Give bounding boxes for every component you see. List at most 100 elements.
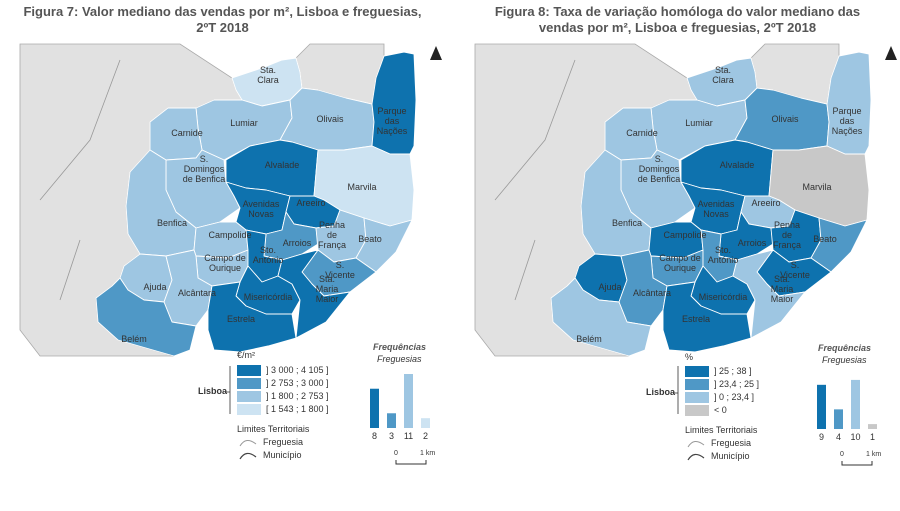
legend-label-2: ] 0 ; 23,4 ]: [714, 392, 755, 402]
freguesia-label: Benfica: [157, 218, 187, 228]
frequencies-subtitle: Freguesias: [377, 354, 422, 364]
freguesia-label: Areeiro: [751, 198, 780, 208]
legend-unit: %: [685, 352, 694, 362]
legend-label-3: [ 1 543 ; 1 800 ]: [266, 404, 329, 414]
frequencies-subtitle: Freguesias: [822, 355, 867, 365]
frequency-bar: [370, 388, 379, 428]
frequencies-title: Frequências: [373, 342, 427, 352]
title-line-2: vendas por m², Lisboa e freguesias, 2ºT …: [538, 20, 817, 35]
frequency-bar: [817, 384, 826, 429]
freguesia-label: Belém: [576, 334, 602, 344]
north-arrow-icon: [430, 46, 442, 60]
freguesia-label: Alcântara: [178, 288, 216, 298]
freguesia-label: S. Domingos de Benfica: [183, 154, 226, 184]
limit-municipio-label: Município: [711, 451, 750, 461]
freguesia-label: Ajuda: [598, 282, 621, 292]
freguesia-label: Benfica: [612, 218, 642, 228]
legend-swatch-3: [237, 404, 261, 415]
scale-zero: 0: [840, 451, 844, 458]
figure-title: Figura 8: Taxa de variação homóloga do v…: [455, 4, 900, 36]
frequencies-title: Frequências: [818, 343, 872, 353]
legend-swatch-1: [237, 378, 261, 389]
freguesia-label: Areeiro: [296, 198, 325, 208]
title-line-1: Figura 7: Valor mediano das vendas por m…: [23, 4, 422, 19]
choropleth-map: Sta. Clara Lumiar Olivais Parque das Nações Car…: [19, 43, 442, 465]
freguesia-estrela: [662, 281, 752, 353]
frequency-bar: [387, 413, 396, 428]
frequency-bar: [404, 374, 413, 428]
scale-bar: [841, 461, 873, 466]
legend-label-1: ] 23,4 ; 25 ]: [714, 379, 760, 389]
north-arrow-icon: [885, 46, 897, 60]
freguesia-label: S. Vicente: [780, 260, 810, 280]
legend-swatch-1: [685, 379, 709, 390]
limit-freguesia-label: Freguesia: [263, 437, 304, 447]
frequency-value: 10: [850, 432, 860, 442]
freguesia-boundary-icon: [687, 441, 705, 448]
freguesia-label: Alcântara: [633, 288, 671, 298]
municipality-boundary: [494, 59, 576, 301]
freguesia-santa-maria-maior: [277, 249, 351, 339]
freguesia-label: Penha de França: [773, 220, 801, 250]
freguesia-label: Arroios: [738, 238, 767, 248]
municipality-boundary: [39, 59, 121, 301]
freguesia-label: Misericórdia: [244, 292, 293, 302]
freguesia-label: S. Domingos de Benfica: [638, 154, 681, 184]
choropleth-map: Sta. Clara Lumiar Olivais Parque das Nações Car…: [474, 43, 897, 466]
scale-bar: [395, 460, 427, 465]
frequency-bar: [421, 418, 430, 428]
legend-unit: €/m²: [237, 350, 255, 360]
frequency-value: 2: [423, 431, 428, 441]
frequency-value: 4: [836, 432, 841, 442]
legend-swatch-3: [685, 405, 709, 416]
freguesia-label: Sto. António: [708, 245, 739, 265]
freguesia-label: Avenidas Novas: [698, 199, 735, 219]
limit-freguesia-label: Freguesia: [711, 438, 752, 448]
frequency-value: 3: [389, 431, 394, 441]
lisboa-label: Lisboa: [646, 387, 676, 397]
freguesia-label: Sta. Maria Maior: [316, 274, 339, 304]
lisboa-bracket: [226, 366, 231, 414]
freguesia-label: Belém: [121, 334, 147, 344]
legend-swatch-0: [237, 365, 261, 376]
freguesia-label: Marvila: [347, 182, 376, 192]
figure-8: Figura 8: Taxa de variação homóloga do v…: [455, 0, 900, 511]
freguesia-label: Beato: [358, 234, 382, 244]
freguesia-belem: [95, 277, 197, 357]
freguesia-label: Avenidas Novas: [243, 199, 280, 219]
frequency-value: 8: [372, 431, 377, 441]
freguesia-label: Sta. Clara: [712, 65, 734, 85]
lisboa-label: Lisboa: [198, 386, 228, 396]
limits-title: Limites Territoriais: [237, 424, 310, 434]
freguesia-label: Ajuda: [143, 282, 166, 292]
frequency-value: 1: [870, 432, 875, 442]
freguesia-label: Carnide: [171, 128, 203, 138]
freguesia-label: Parque das Nações: [832, 106, 863, 136]
scale-one-km: 1 km: [420, 450, 436, 457]
frequency-value: 11: [404, 431, 413, 441]
freguesia-belem: [550, 277, 652, 357]
freguesia-label: Campolide: [208, 230, 251, 240]
freguesia-label: Carnide: [626, 128, 658, 138]
freguesia-label: Campolide: [663, 230, 706, 240]
freguesia-label: Campo de Ourique: [204, 253, 246, 273]
freguesia-label: Olivais: [771, 114, 799, 124]
frequency-bar: [868, 424, 877, 429]
scale-zero: 0: [394, 450, 398, 457]
freguesia-label: Sta. Clara: [257, 65, 279, 85]
freguesia-label: Sto. António: [253, 245, 284, 265]
figure-7: Figura 7: Valor mediano das vendas por m…: [0, 0, 445, 511]
freguesia-label: Beato: [813, 234, 837, 244]
freguesia-label: Marvila: [802, 182, 831, 192]
lisboa-bracket: [674, 366, 679, 414]
municipio-boundary-icon: [687, 453, 705, 461]
figure-title: Figura 7: Valor mediano das vendas por m…: [0, 4, 445, 36]
limit-municipio-label: Município: [263, 450, 302, 460]
freguesia-estrela: [207, 281, 297, 353]
freguesia-label: Olivais: [316, 114, 344, 124]
limits-title: Limites Territoriais: [685, 425, 758, 435]
freguesia-label: Alvalade: [720, 160, 755, 170]
frequency-value: 9: [819, 432, 824, 442]
freguesia-santa-maria-maior: [732, 249, 806, 339]
freguesia-label: S. Vicente: [325, 260, 355, 280]
